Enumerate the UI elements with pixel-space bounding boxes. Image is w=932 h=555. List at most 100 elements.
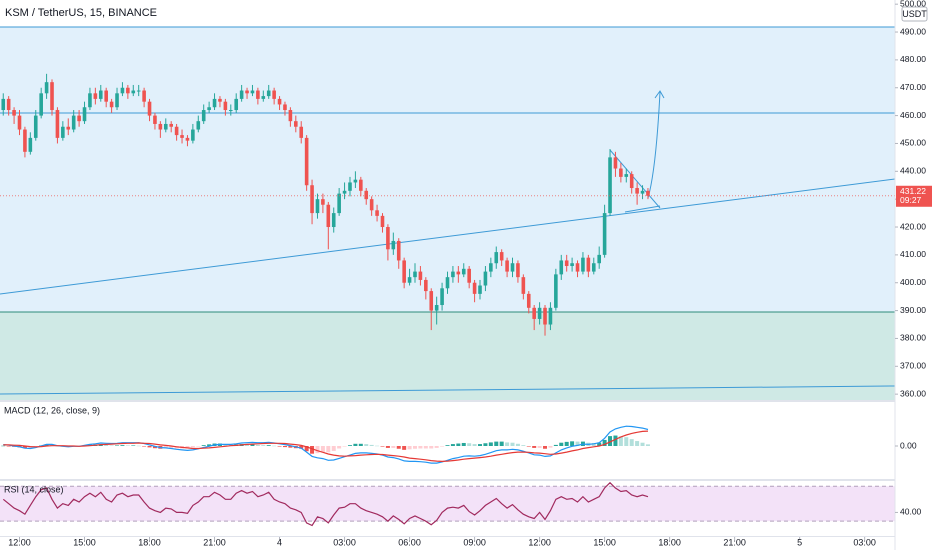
- candle-body: [326, 204, 331, 228]
- macd-histogram-bar: [505, 442, 510, 446]
- candle-body: [467, 268, 471, 283]
- macd-histogram-bar: [320, 446, 325, 453]
- macd-histogram-bar: [570, 441, 575, 446]
- candle-body: [472, 282, 477, 294]
- candle-body: [191, 129, 195, 141]
- macd-histogram-bar: [483, 443, 488, 446]
- x-tick-label: 4: [277, 537, 282, 547]
- candle-body: [402, 260, 406, 283]
- candle-body: [608, 157, 612, 214]
- macd-histogram-bar: [429, 446, 434, 449]
- candle-body: [299, 126, 304, 138]
- labels: KSM / TetherUS, 15, BINANCE USDT MACD (1…: [4, 0, 932, 547]
- y-tick-label: 450.00: [900, 138, 926, 148]
- candle-body: [1, 98, 6, 111]
- candle-body: [180, 135, 184, 138]
- macd-histogram-bar: [185, 446, 190, 449]
- candle-body: [386, 227, 390, 250]
- x-tick-label: 09:00: [463, 537, 486, 547]
- candle-body: [640, 190, 645, 194]
- y-tick-label: 360.00: [900, 388, 926, 398]
- macd-histogram-bar: [608, 436, 613, 446]
- candle-body: [71, 115, 76, 130]
- macd-histogram-bar: [423, 446, 428, 449]
- macd-histogram-bar: [537, 446, 542, 448]
- candle-body: [126, 87, 130, 94]
- signal-line: [3, 430, 649, 463]
- candle-body: [543, 307, 547, 325]
- macd-histogram-bar: [369, 444, 374, 446]
- x-tick-label: 21:00: [203, 537, 226, 547]
- macd-histogram-bar: [543, 446, 548, 449]
- currency-box[interactable]: [901, 6, 928, 22]
- y-tick-label: 480.00: [900, 54, 926, 64]
- candle-body: [169, 123, 173, 127]
- candle-body: [510, 263, 515, 272]
- candle-body: [98, 90, 103, 99]
- x-tick-label: 12:00: [8, 537, 31, 547]
- macd-histogram-bar: [526, 446, 531, 447]
- x-tick-label: 12:00: [528, 537, 551, 547]
- macd-histogram-bar: [385, 446, 390, 448]
- y-tick-label: 420.00: [900, 221, 926, 231]
- candle-body: [142, 90, 146, 102]
- candle-body: [521, 277, 526, 294]
- candle-body: [532, 307, 536, 319]
- pane-divider: [0, 400, 932, 402]
- candle-body: [77, 115, 81, 122]
- macd-histogram-bar: [602, 439, 607, 446]
- macd-histogram-bar: [640, 442, 645, 446]
- candle-body: [310, 185, 314, 214]
- symbol-title: KSM / TetherUS, 15, BINANCE: [5, 7, 157, 19]
- macd-histogram-bar: [521, 445, 526, 446]
- candle-body: [294, 121, 298, 127]
- macd-histogram-bar: [472, 444, 477, 446]
- candle-body: [613, 157, 618, 169]
- macd-title: MACD (12, 26, close, 9): [4, 405, 100, 415]
- macd-histogram-bar: [310, 446, 315, 454]
- candle-body: [380, 215, 385, 228]
- candle-body: [483, 271, 488, 286]
- candle-body: [163, 123, 168, 130]
- candle-body: [581, 257, 585, 272]
- x-tick-label: 18:00: [658, 537, 681, 547]
- y-tick-label: 370.00: [900, 361, 926, 371]
- candle-body: [115, 93, 119, 108]
- candle-body: [494, 252, 499, 264]
- macd-histogram-bar: [375, 445, 380, 447]
- candle-body: [28, 137, 33, 152]
- macd-histogram-bar: [169, 446, 174, 449]
- y-tick-label: 500.00: [900, 0, 926, 8]
- macd-histogram-bar: [445, 445, 450, 446]
- marks: [0, 73, 895, 527]
- macd-histogram-bar: [288, 446, 293, 448]
- price-axis: [895, 0, 932, 550]
- candle-body: [478, 285, 482, 294]
- macd-histogram-bar: [532, 446, 537, 448]
- macd-histogram-bar: [402, 446, 407, 450]
- price-badge: [896, 185, 932, 207]
- candle-body: [499, 252, 504, 261]
- macd-histogram-bar: [1, 445, 6, 447]
- candle-body: [6, 98, 11, 111]
- macd-histogram-bar: [125, 445, 130, 446]
- currency[interactable]: USDT: [902, 9, 927, 19]
- macd-histogram-bar: [136, 445, 141, 447]
- candle-body: [369, 199, 374, 211]
- macd-histogram-bar: [120, 445, 125, 446]
- candle-body: [396, 240, 401, 261]
- candle-body: [375, 210, 379, 216]
- rsi-band: [0, 486, 895, 522]
- candle-body: [196, 121, 201, 130]
- macd-histogram-bar: [499, 441, 504, 446]
- candle-body: [185, 137, 190, 141]
- candle-body: [526, 293, 531, 308]
- macd-histogram-bar: [342, 446, 347, 447]
- candle-body: [239, 90, 244, 99]
- candle-body: [120, 87, 125, 94]
- pattern-line: [624, 205, 661, 213]
- candle-body: [440, 288, 444, 306]
- candle-body: [461, 268, 466, 275]
- macd-histogram-bar: [478, 444, 483, 446]
